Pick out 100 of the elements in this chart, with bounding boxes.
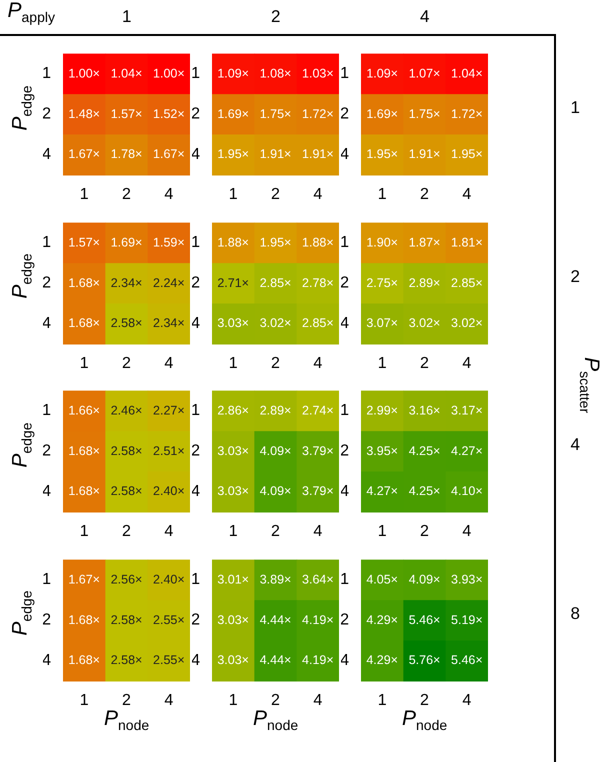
data-label: 2.99× [366,403,398,418]
x-tick-label: 4 [164,523,174,540]
data-label: 3.79× [302,484,334,498]
y-tick-label: 1 [191,402,200,420]
data-label: 1.68× [68,612,100,626]
y-tick-label: 2 [191,274,200,292]
text: P$_{apply}$ [8,0,55,26]
y-tick-label: 1 [340,65,350,82]
y2-axis-title: 4 [570,435,580,454]
y2-axis-title: 8 [570,604,580,622]
y-tick-label: 1 [42,65,52,82]
data-label: 1.91× [408,147,440,162]
data-label: 1.09× [217,66,249,80]
x-tick-label: 4 [313,186,322,204]
data-label: 3.03× [217,484,249,498]
data-label: 1.68× [68,444,100,458]
x-tick-label: 1 [378,523,387,540]
data-label: 3.64× [302,572,334,586]
data-label: 1.75× [408,106,440,121]
data-label: 2.86× [217,403,249,418]
x-tick-label: 2 [420,354,430,372]
data-label: 4.29× [366,652,398,667]
data-label: 2.58× [110,612,142,626]
data-label: 4.29× [366,612,398,626]
x-tick-label: 4 [462,523,472,540]
y-tick-label: 1 [42,234,52,251]
data-label: 1.72× [451,106,483,121]
data-label: 4.10× [451,484,483,498]
data-label: 3.03× [217,444,249,458]
x-tick-label: 2 [122,523,132,540]
x-tick-label: 1 [80,692,89,709]
data-label: 1.57× [110,106,142,121]
chart-title: 4 [420,6,430,26]
data-label: 2.85× [302,316,334,330]
data-label: 4.19× [302,652,334,667]
y-tick-label: 2 [191,106,200,123]
data-label: 2.34× [153,316,185,330]
data-label: 1.68× [68,275,100,290]
data-label: 4.44× [260,652,292,667]
data-label: 1.00× [153,66,185,80]
data-label: 1.04× [110,66,142,80]
x-tick-label: 4 [164,354,174,372]
data-label: 4.25× [408,444,440,458]
data-label: 2.34× [110,275,142,290]
x-tick-label: 1 [228,692,238,709]
data-label: 2.58× [110,316,142,330]
y-tick-label: 2 [42,442,52,460]
data-label: 1.48× [68,106,100,121]
data-label: 2.89× [260,403,292,418]
y-tick-label: 2 [191,611,200,628]
data-label: 3.07× [366,316,398,330]
data-label: 2.55× [153,612,185,626]
data-label: 3.79× [302,444,334,458]
x-tick-label: 1 [80,186,89,204]
x-tick-label: 4 [164,186,174,204]
x-tick-label: 2 [271,186,280,204]
data-label: 3.02× [408,316,440,330]
x-tick-label: 4 [313,692,322,709]
x-axis-title: P$_{node}$ [104,706,150,733]
data-label: 1.68× [68,484,100,498]
data-label: 2.40× [153,484,185,498]
chart-title: 1 [122,6,132,26]
data-label: 2.55× [153,652,185,667]
data-label: 3.03× [217,652,249,667]
x-tick-label: 1 [378,692,387,709]
data-label: 1.09× [366,66,398,80]
x-tick-label: 1 [228,354,238,372]
data-label: 1.81× [451,234,483,249]
data-label: 1.72× [302,106,334,121]
data-label: 1.68× [68,652,100,667]
data-label: 4.19× [302,612,334,626]
data-label: 3.89× [260,572,292,586]
data-label: 2.24× [153,275,185,290]
data-label: 1.08× [260,66,292,80]
data-label: 1.95× [217,147,249,162]
data-label: 5.19× [451,612,483,626]
data-label: 1.67× [68,147,100,162]
data-label: 3.95× [366,444,398,458]
data-label: 4.25× [408,484,440,498]
x-axis-title: P$_{node}$ [253,706,298,733]
y-tick-label: 2 [340,611,350,628]
data-label: 4.09× [260,444,292,458]
data-label: 3.93× [451,572,483,586]
x-tick-label: 4 [462,692,472,709]
data-label: 1.69× [366,106,398,121]
data-label: 1.88× [302,234,334,249]
data-label: 1.52× [153,106,185,121]
data-label: 1.00× [68,66,100,80]
data-label: 1.66× [68,403,100,418]
y-tick-label: 2 [42,611,52,628]
x-tick-label: 2 [420,523,430,540]
data-label: 2.85× [260,275,292,290]
data-label: 3.02× [451,316,483,330]
data-label: 1.69× [217,106,249,121]
y-tick-label: 2 [42,106,52,123]
x-tick-label: 2 [420,692,430,709]
data-label: 5.46× [451,652,483,667]
y-tick-label: 1 [191,234,200,251]
x-tick-label: 1 [80,523,89,540]
data-label: 2.56× [110,572,142,586]
